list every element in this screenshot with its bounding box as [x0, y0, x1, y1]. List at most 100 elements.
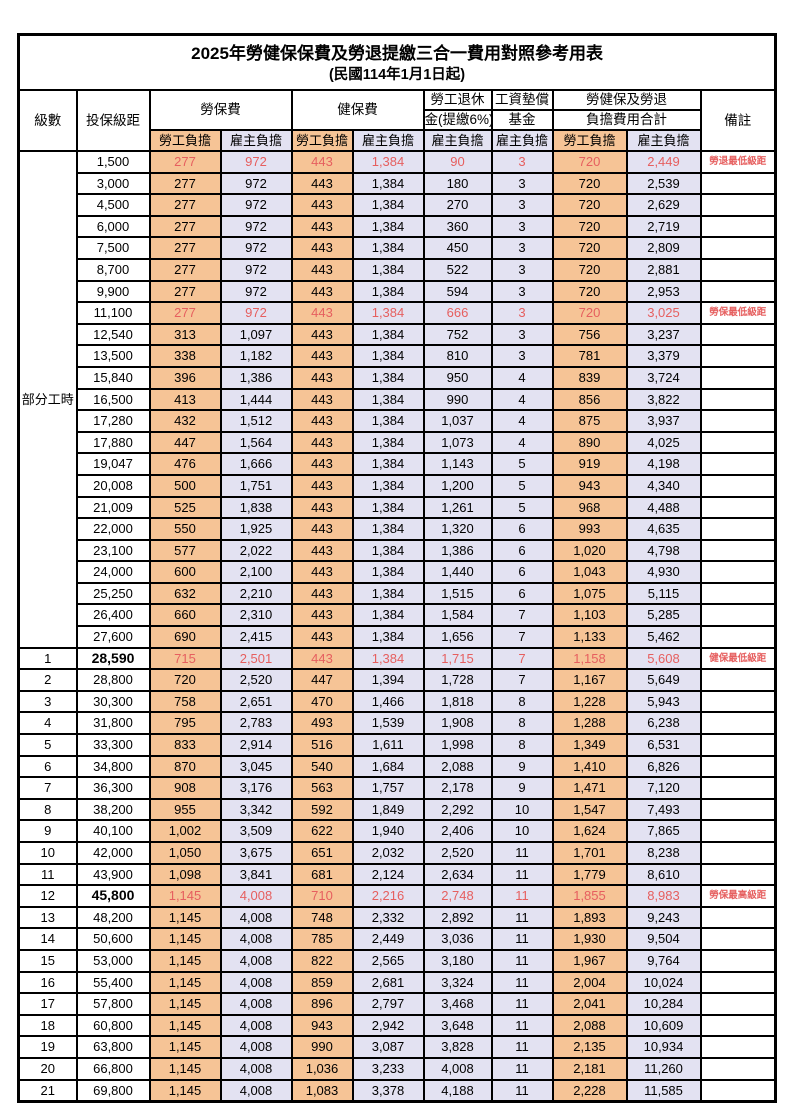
- table-row: 11 43,900 1,098 3,841 681 2,124 2,634 11 1,779 8,…: [17, 862, 777, 887]
- salary-cell: 34,800: [75, 754, 151, 779]
- health-employee-cell: 990: [290, 1035, 354, 1059]
- wage-fund-employer-cell: 7: [490, 625, 554, 649]
- health-employee-cell: 443: [290, 625, 354, 649]
- total-employee-cell: 720: [551, 279, 628, 304]
- health-employer-cell: 1,384: [351, 517, 425, 541]
- total-employee-cell: 2,088: [551, 1013, 628, 1038]
- table-row: 3,000 277 972 443 1,384 180 3 720 2,539: [19, 171, 777, 196]
- remark-cell: [699, 625, 777, 649]
- health-employer-cell: 1,384: [351, 409, 425, 433]
- salary-cell: 55,400: [75, 970, 151, 995]
- subheader-health-employer: 雇主負擔: [351, 129, 425, 152]
- total-employee-cell: 2,004: [551, 970, 628, 995]
- total-employer-cell: 10,024: [625, 970, 702, 995]
- salary-cell: 16,500: [75, 387, 151, 412]
- total-employee-cell: 1,624: [551, 819, 628, 843]
- salary-cell: 13,500: [75, 344, 151, 368]
- labor-employer-cell: 4,008: [219, 1056, 293, 1081]
- level-cell: 18: [17, 1013, 78, 1038]
- labor-employer-cell: 3,176: [219, 776, 293, 800]
- level-cell: 21: [17, 1078, 78, 1103]
- health-employer-cell: 1,384: [351, 646, 425, 671]
- total-employer-cell: 11,585: [625, 1078, 702, 1103]
- salary-cell: 63,800: [75, 1035, 151, 1059]
- wage-fund-employer-cell: 5: [490, 495, 554, 520]
- pension-employer-cell: 360: [422, 214, 493, 239]
- labor-employer-cell: 4,008: [219, 970, 293, 995]
- health-employee-cell: 443: [290, 171, 354, 196]
- subheader-pension-employer: 雇主負擔: [422, 129, 493, 152]
- pension-employer-cell: 752: [422, 322, 493, 347]
- health-employer-cell: 1,539: [351, 711, 425, 736]
- part-time-label: 部分工時: [17, 150, 78, 649]
- total-employee-cell: 2,041: [551, 992, 628, 1016]
- table-row: 21,009 525 1,838 443 1,384 1,261 5 968 4,488: [19, 495, 777, 520]
- wage-fund-employer-cell: 3: [490, 344, 554, 368]
- total-employee-cell: 1,043: [551, 560, 628, 584]
- remark-cell: 勞退最低級距: [699, 150, 777, 174]
- pension-employer-cell: 594: [422, 279, 493, 304]
- labor-employee-cell: 955: [148, 797, 222, 822]
- remark-cell: [699, 538, 777, 563]
- table-row: 6,000 277 972 443 1,384 360 3 720 2,719: [19, 214, 777, 239]
- health-employee-cell: 443: [290, 452, 354, 476]
- remark-cell: [699, 473, 777, 498]
- table-row: 4,500 277 972 443 1,384 270 3 720 2,629: [19, 193, 777, 217]
- wage-fund-employer-cell: 11: [490, 862, 554, 887]
- health-employee-cell: 470: [290, 689, 354, 714]
- wage-fund-employer-cell: 3: [490, 279, 554, 304]
- health-employer-cell: 2,797: [351, 992, 425, 1016]
- remark-cell: [699, 322, 777, 347]
- total-employer-cell: 5,462: [625, 625, 702, 649]
- health-employee-cell: 896: [290, 992, 354, 1016]
- health-employee-cell: 447: [290, 668, 354, 692]
- table-row: 14 50,600 1,145 4,008 785 2,449 3,036 11 1,930 9,…: [17, 927, 777, 951]
- health-employer-cell: 2,681: [351, 970, 425, 995]
- salary-cell: 8,700: [75, 257, 151, 282]
- pension-employer-cell: 2,634: [422, 862, 493, 887]
- health-employee-cell: 443: [290, 495, 354, 520]
- salary-cell: 28,800: [75, 668, 151, 692]
- labor-employer-cell: 2,100: [219, 560, 293, 584]
- level-cell: 1: [17, 646, 78, 671]
- table-row: 3 30,300 758 2,651 470 1,466 1,818 8 1,228 5,943: [17, 689, 777, 714]
- total-employer-cell: 4,930: [625, 560, 702, 584]
- wage-fund-employer-cell: 6: [490, 538, 554, 563]
- health-employee-cell: 651: [290, 841, 354, 865]
- health-employer-cell: 1,384: [351, 279, 425, 304]
- remark-cell: [699, 733, 777, 757]
- table-row: 8,700 277 972 443 1,384 522 3 720 2,881: [19, 257, 777, 282]
- table-row: 8 38,200 955 3,342 592 1,849 2,292 10 1,547 7,493: [17, 797, 777, 822]
- table-row: 17,280 432 1,512 443 1,384 1,037 4 875 3,937: [19, 409, 777, 433]
- wage-fund-employer-cell: 8: [490, 711, 554, 736]
- labor-employer-cell: 4,008: [219, 1035, 293, 1059]
- table-row: 17,880 447 1,564 443 1,384 1,073 4 890 4,025: [19, 430, 777, 455]
- col-header-pension-line1: 勞工退休: [422, 89, 493, 111]
- remark-cell: [699, 754, 777, 779]
- level-cell: 10: [17, 841, 78, 865]
- labor-employer-cell: 1,925: [219, 517, 293, 541]
- pension-employer-cell: 1,998: [422, 733, 493, 757]
- labor-employer-cell: 3,342: [219, 797, 293, 822]
- health-employer-cell: 1,384: [351, 236, 425, 260]
- labor-employee-cell: 500: [148, 473, 222, 498]
- labor-employee-cell: 277: [148, 214, 222, 239]
- labor-employer-cell: 3,045: [219, 754, 293, 779]
- total-employer-cell: 2,809: [625, 236, 702, 260]
- premium-reference-table: 2025年勞健保保費及勞退提繳三合一費用對照參考用表 (民國114年1月1日起)…: [17, 33, 778, 1104]
- col-header-total-line2: 負擔費用合計: [551, 109, 702, 131]
- labor-employee-cell: 476: [148, 452, 222, 476]
- health-employee-cell: 1,036: [290, 1056, 354, 1081]
- pension-employer-cell: 3,324: [422, 970, 493, 995]
- health-employer-cell: 1,384: [351, 625, 425, 649]
- labor-employer-cell: 2,210: [219, 581, 293, 606]
- health-employee-cell: 443: [290, 409, 354, 433]
- health-employer-cell: 2,216: [351, 884, 425, 908]
- wage-fund-employer-cell: 7: [490, 603, 554, 628]
- labor-employer-cell: 4,008: [219, 1013, 293, 1038]
- salary-cell: 20,008: [75, 473, 151, 498]
- total-employee-cell: 720: [551, 171, 628, 196]
- labor-employee-cell: 1,145: [148, 948, 222, 973]
- total-employer-cell: 6,238: [625, 711, 702, 736]
- salary-cell: 57,800: [75, 992, 151, 1016]
